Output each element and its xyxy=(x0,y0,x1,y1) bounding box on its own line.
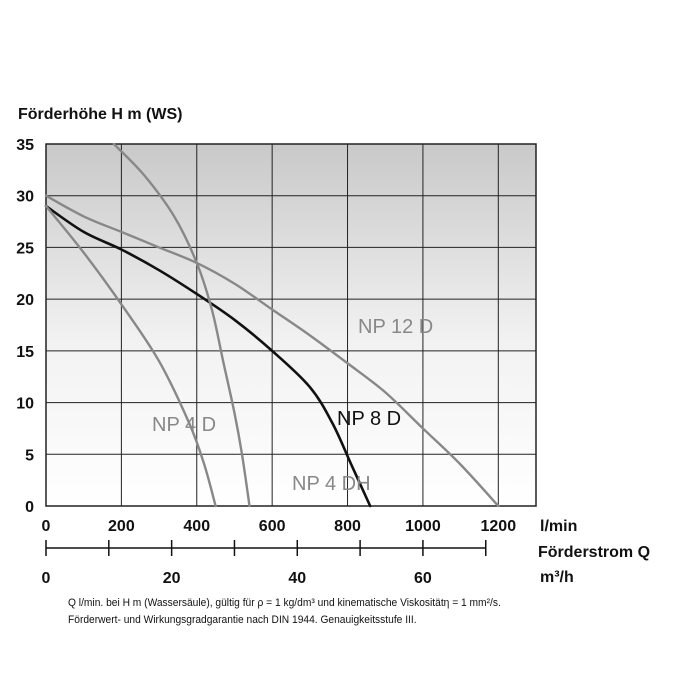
grid-lines xyxy=(46,144,536,506)
y-tick-label: 20 xyxy=(16,292,34,309)
y-tick-label: 15 xyxy=(16,344,34,361)
curve-np-4-d xyxy=(44,204,217,508)
x-unit-m3h: m³/h xyxy=(540,569,574,586)
x-tick-label-lmin: 1000 xyxy=(405,518,441,535)
footnote-line-1: Q l/min. bei H m (Wassersäule), gültig f… xyxy=(68,597,501,609)
x-tick-label-lmin: 600 xyxy=(259,518,286,535)
x-axis-title: Förderstrom Q xyxy=(538,544,650,561)
y-tick-labels: 35 30 25 20 15 10 5 0 xyxy=(16,137,34,516)
x-tick-label-lmin: 400 xyxy=(183,518,210,535)
x-tick-label-lmin: 0 xyxy=(42,518,51,535)
x-tick-label-m3h: 40 xyxy=(288,570,306,587)
x-tick-label-lmin: 800 xyxy=(334,518,361,535)
curve-np-12-d xyxy=(44,194,500,508)
x-tick-labels-lmin: 0 200 400 600 800 1000 1200 xyxy=(42,518,517,535)
y-tick-label: 30 xyxy=(16,189,34,206)
x-unit-lmin: l/min xyxy=(540,518,577,535)
x-tick-label-lmin: 1200 xyxy=(481,518,517,535)
x-tick-label-m3h: 60 xyxy=(414,570,432,587)
x-tick-label-m3h: 20 xyxy=(163,570,181,587)
series-label-np-12-d: NP 12 D xyxy=(358,316,433,338)
series-label-np-4-dh: NP 4 DH xyxy=(292,473,371,495)
y-tick-label: 0 xyxy=(25,499,34,516)
y-tick-label: 25 xyxy=(16,240,34,257)
curves xyxy=(44,142,500,508)
x-tick-label-lmin: 200 xyxy=(108,518,135,535)
series-label-np-8-d: NP 8 D xyxy=(337,408,401,430)
x-tick-label-m3h: 0 xyxy=(42,570,51,587)
series-label-np-4-d: NP 4 D xyxy=(152,414,216,436)
y-axis-title: Förderhöhe H m (WS) xyxy=(18,106,182,123)
curve-np-4-dh xyxy=(112,142,251,508)
x-axis-m3h: 0 20 40 60 xyxy=(42,540,487,587)
footnote-line-2: Förderwert- und Wirkungsgradgarantie nac… xyxy=(68,614,417,626)
y-tick-label: 10 xyxy=(16,396,34,413)
curve-np-8-d xyxy=(44,204,372,508)
y-tick-label: 5 xyxy=(25,447,34,464)
plot-background xyxy=(45,143,537,507)
y-tick-label: 35 xyxy=(16,137,34,154)
